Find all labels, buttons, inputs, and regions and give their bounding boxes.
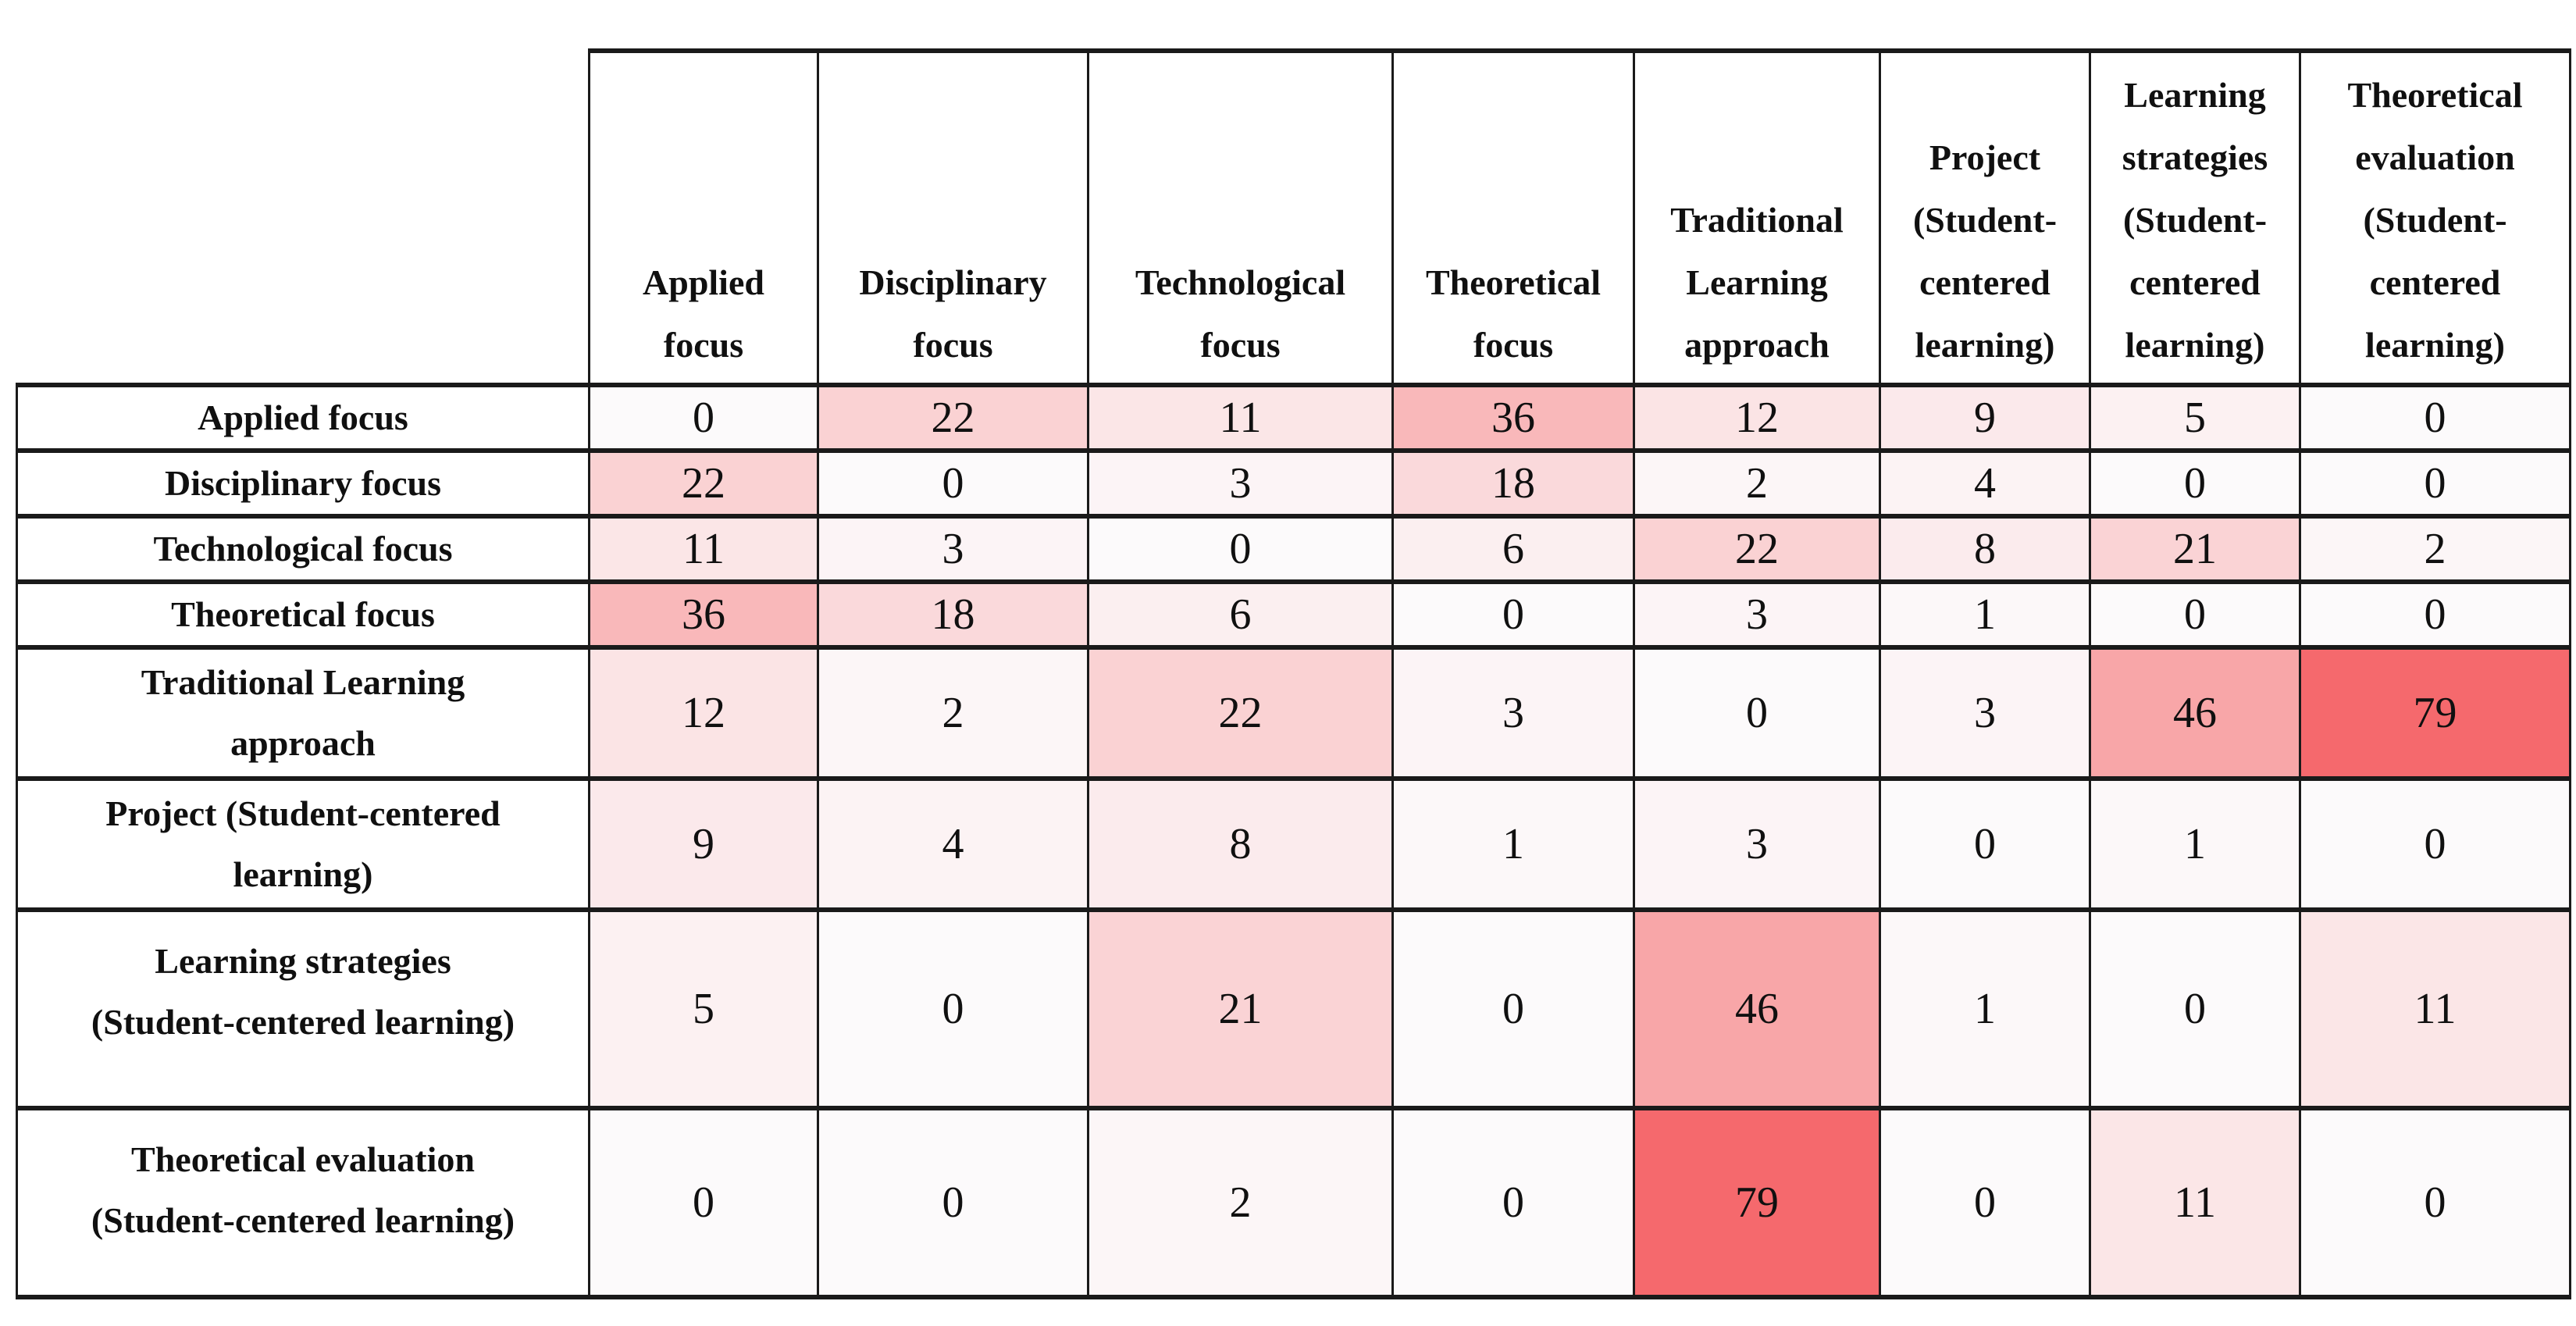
corner-cell xyxy=(16,51,590,387)
table-row: Theoretical evaluation (Student-centered… xyxy=(16,1106,2571,1299)
matrix-cell: 2 xyxy=(1087,1106,1394,1299)
matrix-cell: 18 xyxy=(1391,448,1635,519)
matrix-cell: 0 xyxy=(2299,1106,2571,1299)
matrix-cell: 0 xyxy=(1391,907,1635,1110)
matrix-cell: 0 xyxy=(817,907,1089,1110)
matrix-cell: 9 xyxy=(1879,383,2091,453)
table-row: Applied focus 0 22 11 36 12 9 5 0 xyxy=(16,383,2571,453)
table-row: Learning strategies (Student-centered le… xyxy=(16,907,2571,1110)
matrix-cell: 36 xyxy=(1391,383,1635,453)
matrix-cell: 1 xyxy=(1879,579,2091,650)
matrix-cell: 3 xyxy=(1633,776,1881,912)
matrix-cell: 4 xyxy=(817,776,1089,912)
matrix-cell: 4 xyxy=(1879,448,2091,519)
column-header: Learning strategies (Student- centered l… xyxy=(2089,48,2301,387)
matrix-cell: 3 xyxy=(817,514,1089,584)
matrix-cell: 9 xyxy=(588,776,819,912)
matrix-cell: 0 xyxy=(2299,448,2571,519)
column-header: Disciplinary focus xyxy=(817,48,1089,387)
column-header: Theoretical evaluation (Student- centere… xyxy=(2299,48,2571,387)
row-header: Learning strategies (Student-centered le… xyxy=(16,907,590,1110)
matrix-cell: 0 xyxy=(1879,776,2091,912)
column-header: Applied focus xyxy=(588,48,819,387)
matrix-cell: 12 xyxy=(588,645,819,781)
matrix-cell: 79 xyxy=(2299,645,2571,781)
matrix-cell: 22 xyxy=(1087,645,1394,781)
matrix-cell: 21 xyxy=(2089,514,2301,584)
matrix-cell: 22 xyxy=(817,383,1089,453)
matrix-cell: 46 xyxy=(2089,645,2301,781)
matrix-cell: 2 xyxy=(817,645,1089,781)
column-header: Traditional Learning approach xyxy=(1633,48,1881,387)
row-header: Theoretical evaluation (Student-centered… xyxy=(16,1106,590,1299)
matrix-cell: 0 xyxy=(1391,579,1635,650)
matrix-cell: 21 xyxy=(1087,907,1394,1110)
row-header: Project (Student-centered learning) xyxy=(16,776,590,912)
column-header: Technological focus xyxy=(1087,48,1394,387)
matrix-cell: 3 xyxy=(1879,645,2091,781)
matrix-cell: 0 xyxy=(1391,1106,1635,1299)
table-row: Project (Student-centered learning) 9 4 8 1 3… xyxy=(16,776,2571,912)
row-header: Disciplinary focus xyxy=(16,448,590,519)
column-header: Theoretical focus xyxy=(1391,48,1635,387)
matrix-cell: 0 xyxy=(2089,579,2301,650)
matrix-cell: 0 xyxy=(2089,448,2301,519)
matrix-cell: 1 xyxy=(2089,776,2301,912)
matrix-cell: 8 xyxy=(1087,776,1394,912)
matrix-cell: 0 xyxy=(1087,514,1394,584)
matrix-cell: 0 xyxy=(2299,383,2571,453)
matrix-cell: 0 xyxy=(1879,1106,2091,1299)
matrix-cell: 11 xyxy=(2089,1106,2301,1299)
matrix-cell: 79 xyxy=(1633,1106,1881,1299)
matrix-cell: 36 xyxy=(588,579,819,650)
row-header: Technological focus xyxy=(16,514,590,584)
matrix-cell: 0 xyxy=(2299,776,2571,912)
cooccurrence-matrix-table: Applied focus Disciplinary focus Technolog… xyxy=(16,48,2571,1299)
matrix-cell: 2 xyxy=(1633,448,1881,519)
matrix-cell: 1 xyxy=(1879,907,2091,1110)
matrix-cell: 46 xyxy=(1633,907,1881,1110)
matrix-cell: 1 xyxy=(1391,776,1635,912)
matrix-cell: 3 xyxy=(1087,448,1394,519)
matrix-cell: 11 xyxy=(588,514,819,584)
table-row: Traditional Learning approach 12 2 22 3 0 3 46 7… xyxy=(16,645,2571,781)
matrix-body: Applied focus Disciplinary focus Technolog… xyxy=(16,48,2571,1299)
matrix-cell: 0 xyxy=(817,1106,1089,1299)
matrix-cell: 22 xyxy=(1633,514,1881,584)
matrix-cell: 0 xyxy=(2299,579,2571,650)
matrix-cell: 0 xyxy=(1633,645,1881,781)
header-row: Applied focus Disciplinary focus Technolog… xyxy=(16,48,2571,387)
matrix-cell: 0 xyxy=(588,1106,819,1299)
table-row: Theoretical focus 36 18 6 0 3 1 0 0 xyxy=(16,579,2571,650)
matrix-cell: 6 xyxy=(1391,514,1635,584)
matrix-cell: 18 xyxy=(817,579,1089,650)
matrix-cell: 2 xyxy=(2299,514,2571,584)
matrix-cell: 6 xyxy=(1087,579,1394,650)
matrix-cell: 11 xyxy=(1087,383,1394,453)
table-row: Technological focus 11 3 0 6 22 8 21 2 xyxy=(16,514,2571,584)
matrix-cell: 3 xyxy=(1633,579,1881,650)
matrix-cell: 5 xyxy=(588,907,819,1110)
matrix-cell: 11 xyxy=(2299,907,2571,1110)
column-header: Project (Student- centered learning) xyxy=(1879,48,2091,387)
row-header: Theoretical focus xyxy=(16,579,590,650)
matrix-cell: 22 xyxy=(588,448,819,519)
matrix-cell: 0 xyxy=(2089,907,2301,1110)
matrix-cell: 8 xyxy=(1879,514,2091,584)
matrix-cell: 0 xyxy=(588,383,819,453)
table-row: Disciplinary focus 22 0 3 18 2 4 0 0 xyxy=(16,448,2571,519)
matrix-cell: 5 xyxy=(2089,383,2301,453)
matrix-cell: 3 xyxy=(1391,645,1635,781)
matrix-cell: 12 xyxy=(1633,383,1881,453)
row-header: Traditional Learning approach xyxy=(16,645,590,781)
row-header: Applied focus xyxy=(16,383,590,453)
matrix-cell: 0 xyxy=(817,448,1089,519)
